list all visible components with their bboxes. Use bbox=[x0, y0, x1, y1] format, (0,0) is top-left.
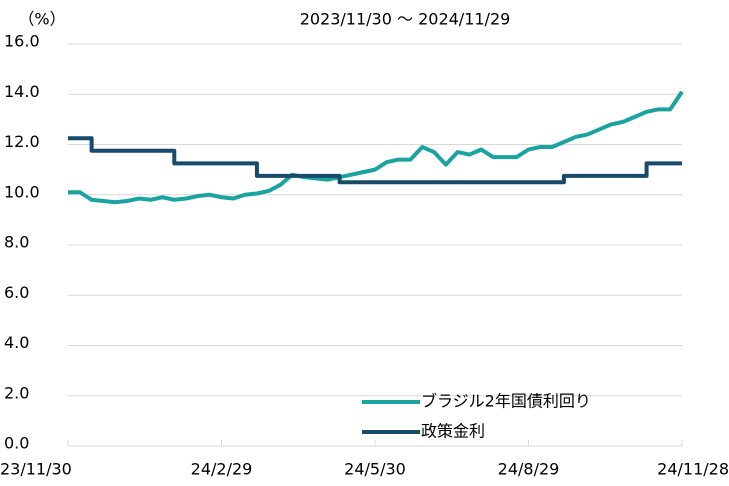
x-tick-label: 24/11/28 bbox=[657, 460, 729, 479]
y-tick-label: 12.0 bbox=[4, 132, 40, 151]
y-tick-label: 16.0 bbox=[4, 32, 40, 51]
y-unit: （%） bbox=[18, 10, 65, 29]
x-tick-label: 24/2/29 bbox=[191, 460, 253, 479]
chart-title: 2023/11/30 ～ 2024/11/29 bbox=[300, 10, 511, 29]
y-tick-label: 0.0 bbox=[4, 434, 29, 453]
series-line bbox=[68, 90, 684, 205]
y-tick-label: 2.0 bbox=[4, 383, 29, 402]
y-tick-label: 10.0 bbox=[4, 182, 40, 201]
x-tick-label: 24/8/29 bbox=[498, 460, 560, 479]
y-tick-label: 6.0 bbox=[4, 283, 29, 302]
series-line bbox=[68, 136, 682, 185]
x-tick-label: 24/5/30 bbox=[344, 460, 406, 479]
y-tick-label: 14.0 bbox=[4, 82, 40, 101]
x-tick-label: 23/11/30 bbox=[0, 460, 72, 479]
legend-label: 政策金利 bbox=[421, 422, 485, 441]
y-tick-label: 8.0 bbox=[4, 233, 29, 252]
legend-label: ブラジル2年国債利回り bbox=[421, 392, 591, 411]
y-tick-label: 4.0 bbox=[4, 333, 29, 352]
